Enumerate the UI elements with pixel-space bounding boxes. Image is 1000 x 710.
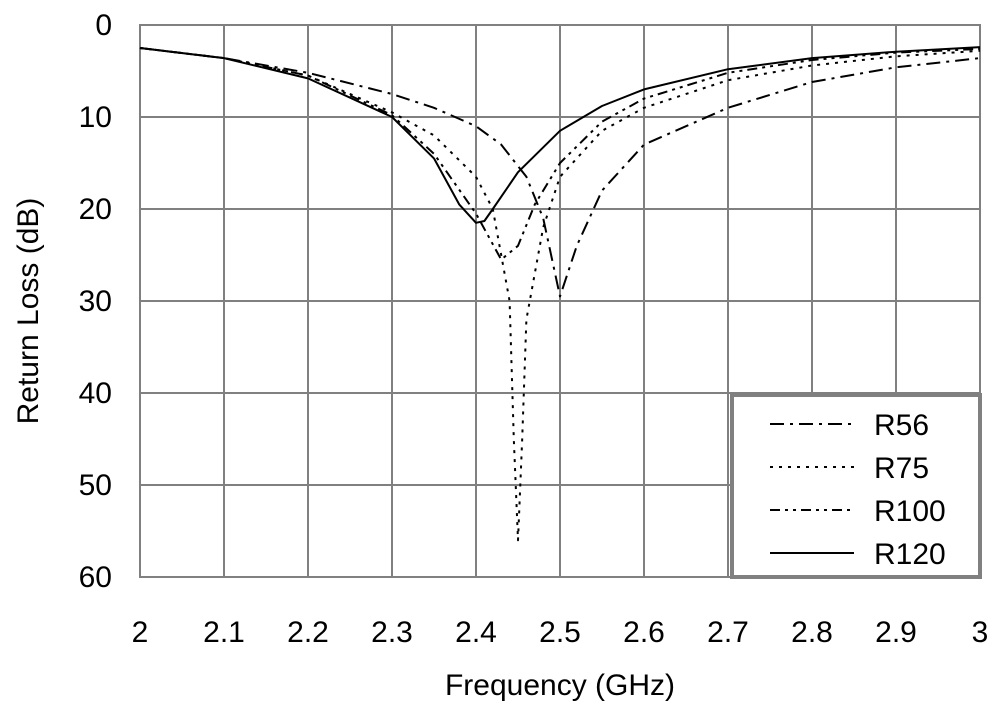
y-tick-label: 0	[95, 9, 112, 42]
x-tick-label: 2.9	[875, 616, 917, 649]
x-tick-label: 2.3	[371, 616, 413, 649]
x-tick-label: 2.7	[707, 616, 749, 649]
y-tick-label: 20	[79, 193, 112, 226]
series-lines	[139, 46, 981, 542]
x-tick-label: 2.1	[203, 616, 245, 649]
x-axis-ticks: 2 2.1 2.2 2.3 2.4 2.5 2.6 2.7 2.8 2.9 3	[132, 616, 989, 649]
y-tick-label: 50	[79, 469, 112, 502]
y-tick-label: 60	[79, 561, 112, 594]
x-tick-label: 2.2	[287, 616, 329, 649]
x-tick-label: 2.6	[623, 616, 665, 649]
x-tick-label: 3	[972, 616, 989, 649]
x-tick-label: 2.8	[791, 616, 833, 649]
x-tick-label: 2.4	[455, 616, 497, 649]
plot-area-frame	[139, 24, 981, 578]
y-axis-label: Return Loss (dB)	[12, 198, 45, 425]
legend: R56 R75 R100 R120	[730, 393, 982, 579]
x-tick-label: 2.5	[539, 616, 581, 649]
y-tick-label: 30	[79, 285, 112, 318]
y-tick-label: 10	[79, 101, 112, 134]
series-line-r100	[139, 47, 981, 261]
legend-label-r56: R56	[874, 409, 929, 442]
legend-label-r75: R75	[874, 452, 929, 485]
series-line-r75	[139, 47, 981, 542]
y-tick-label: 40	[79, 377, 112, 410]
x-tick-label: 2	[132, 616, 149, 649]
x-axis-label: Frequency (GHz)	[445, 669, 675, 702]
legend-label-r100: R100	[874, 495, 946, 528]
legend-label-r120: R120	[874, 538, 946, 571]
y-axis-ticks: 0 10 20 30 40 50 60	[79, 9, 112, 594]
legend-box	[730, 393, 982, 579]
series-line-r120	[139, 46, 981, 224]
